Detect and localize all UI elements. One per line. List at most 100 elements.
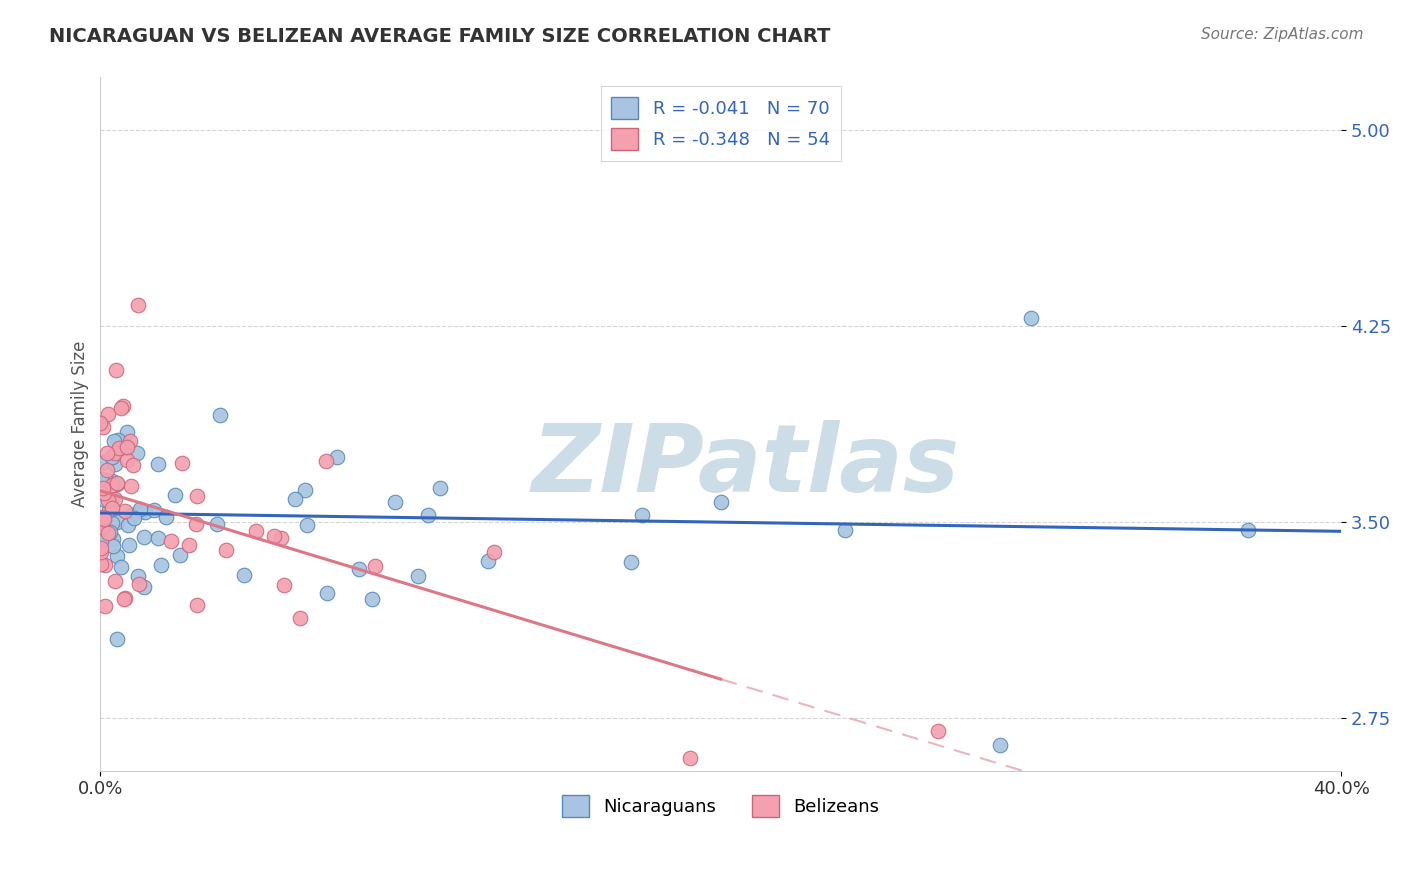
Legend: Nicaraguans, Belizeans: Nicaraguans, Belizeans [554,788,887,824]
Point [90,533,112,548]
Point [295,517,318,532]
Point [105,477,128,491]
Point [155,509,177,524]
Point [93,480,115,494]
Point [90,558,112,572]
Point [104,363,127,377]
Point [418,508,440,522]
Point [294,483,316,497]
Point [101,450,124,464]
Point [408,569,430,583]
Point [179,538,201,552]
Point [107,433,129,447]
Point [121,508,143,522]
Point [121,479,143,493]
Point [101,478,124,492]
Point [94,599,117,614]
Point [91,481,114,495]
Point [117,453,139,467]
Point [97,407,120,421]
Point [127,569,149,583]
Point [103,491,125,506]
Point [288,611,311,625]
Point [93,520,115,534]
Point [114,441,136,455]
Point [232,567,254,582]
Point [146,531,169,545]
Point [360,591,382,606]
Point [93,485,115,500]
Point [215,542,238,557]
Point [143,503,166,517]
Point [89,416,111,430]
Point [631,508,654,522]
Point [118,537,141,551]
Point [96,446,118,460]
Point [90,541,112,555]
Point [90,472,112,486]
Y-axis label: Average Family Size: Average Family Size [72,341,89,508]
Point [1237,523,1260,537]
Point [170,457,193,471]
Point [101,501,124,516]
Point [93,492,115,507]
Point [160,533,183,548]
Point [93,516,115,531]
Point [125,446,148,460]
Point [107,516,129,530]
Point [146,457,169,471]
Point [429,481,451,495]
Point [270,531,292,545]
Point [834,523,856,537]
Point [93,511,115,525]
Text: ZIPatlas: ZIPatlas [531,419,959,512]
Point [114,591,136,605]
Point [149,558,172,573]
Point [118,434,141,448]
Point [100,491,122,506]
Point [122,510,145,524]
Point [104,446,127,460]
Point [101,539,124,553]
Point [107,441,129,455]
Point [111,399,134,413]
Point [384,494,406,508]
Point [205,517,228,532]
Point [91,522,114,536]
Point [1019,311,1042,326]
Point [347,562,370,576]
Point [103,434,125,448]
Point [94,558,117,572]
Point [284,492,307,507]
Point [90,545,112,559]
Point [710,494,733,508]
Point [128,576,150,591]
Point [115,440,138,454]
Point [245,524,267,538]
Point [208,408,231,422]
Point [97,502,120,516]
Text: NICARAGUAN VS BELIZEAN AVERAGE FAMILY SIZE CORRELATION CHART: NICARAGUAN VS BELIZEAN AVERAGE FAMILY SI… [49,27,831,45]
Point [129,504,152,518]
Point [477,554,499,568]
Point [315,453,337,467]
Point [98,521,121,535]
Point [129,502,152,516]
Point [326,450,349,464]
Point [134,581,156,595]
Point [127,298,149,312]
Point [101,516,124,530]
Point [93,455,115,469]
Point [315,585,337,599]
Point [121,458,143,472]
Point [132,530,155,544]
Point [110,401,132,415]
Point [169,548,191,562]
Point [96,463,118,477]
Point [988,738,1011,752]
Point [93,530,115,544]
Point [484,545,506,559]
Point [101,475,124,489]
Point [186,517,208,532]
Point [101,532,124,546]
